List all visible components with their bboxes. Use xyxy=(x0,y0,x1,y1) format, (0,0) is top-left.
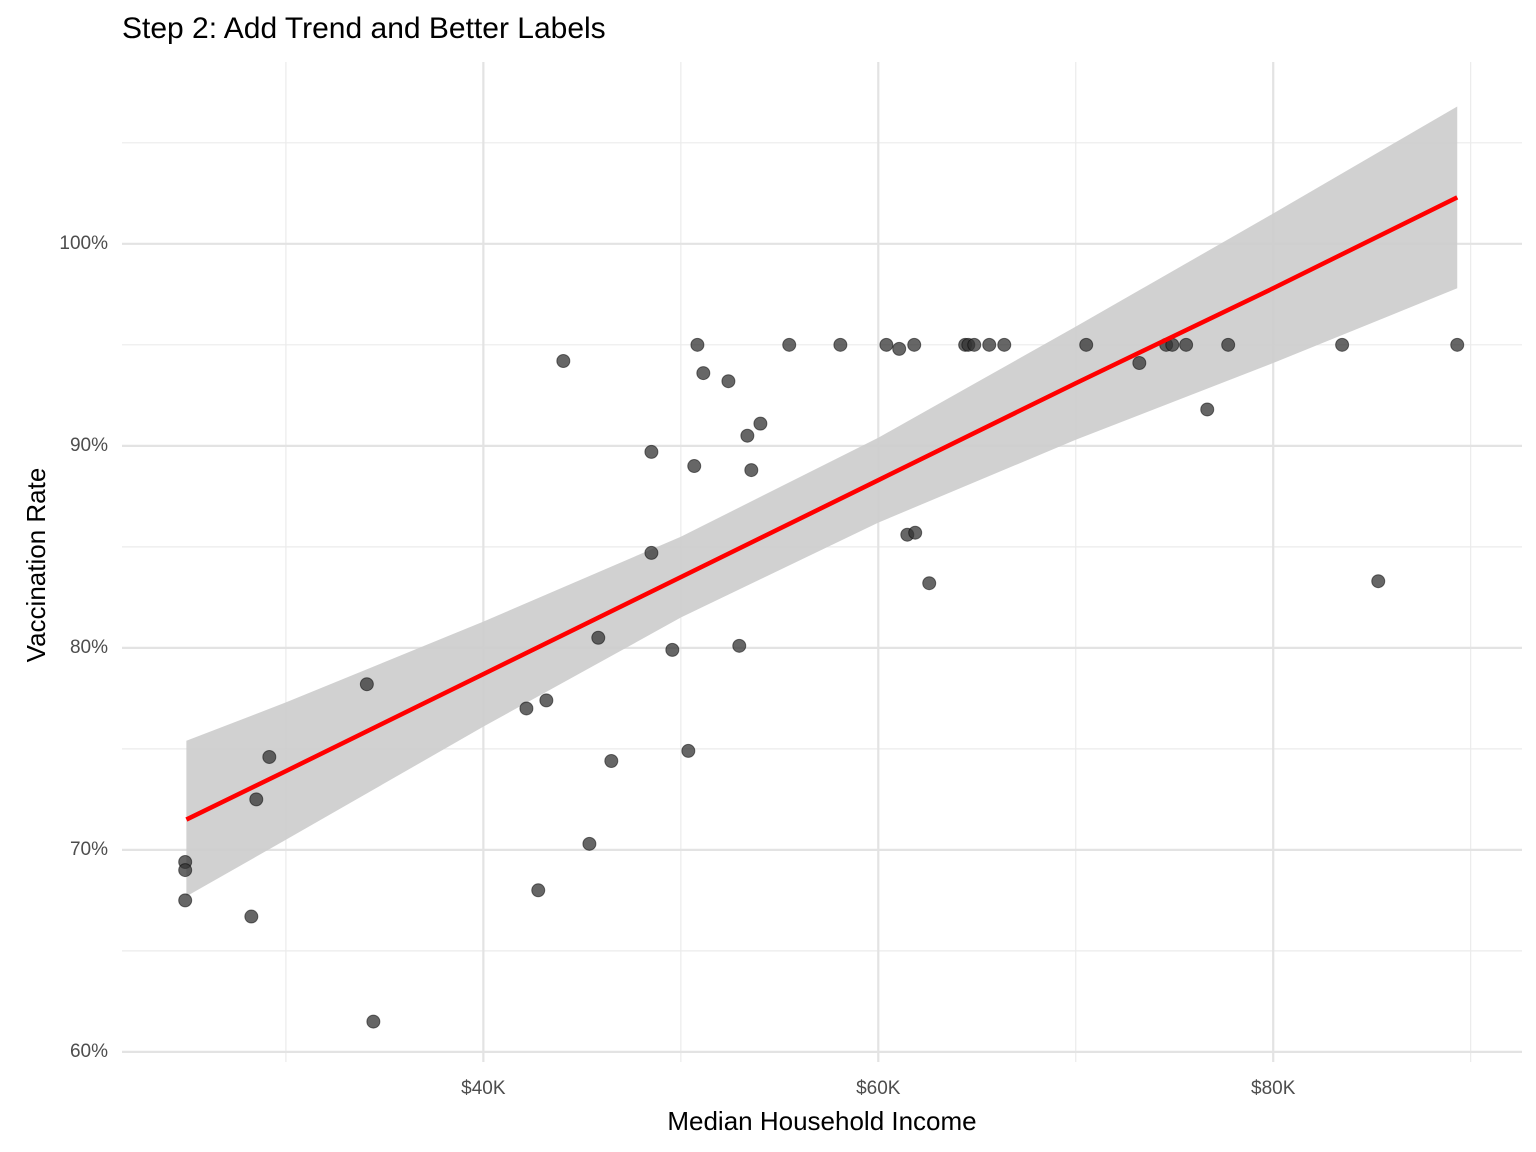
y-axis-title: Vaccination Rate xyxy=(21,468,51,663)
marks xyxy=(178,106,1465,1029)
point xyxy=(519,701,534,716)
point xyxy=(997,337,1012,352)
point xyxy=(1371,574,1386,589)
point xyxy=(531,883,546,898)
point xyxy=(665,642,680,657)
y-tick-label: 100% xyxy=(59,233,108,254)
point xyxy=(721,374,736,389)
point xyxy=(907,337,922,352)
point xyxy=(908,525,923,540)
point xyxy=(732,638,747,653)
point xyxy=(1132,356,1147,371)
point xyxy=(582,836,597,851)
point xyxy=(1079,337,1094,352)
x-tick-label: $40K xyxy=(461,1078,506,1099)
point xyxy=(681,743,696,758)
y-tick-label: 60% xyxy=(70,1041,108,1062)
x-tick-label: $80K xyxy=(1251,1078,1296,1099)
point xyxy=(696,366,711,381)
point xyxy=(178,893,193,908)
point xyxy=(740,428,755,443)
point xyxy=(249,792,264,807)
y-tick-label: 80% xyxy=(70,637,108,658)
point xyxy=(262,749,277,764)
point xyxy=(744,463,759,478)
point xyxy=(967,337,982,352)
point xyxy=(922,576,937,591)
point xyxy=(244,909,259,924)
point xyxy=(556,353,571,368)
point xyxy=(178,863,193,878)
point xyxy=(1450,337,1465,352)
point xyxy=(782,337,797,352)
point xyxy=(687,459,702,474)
point xyxy=(644,444,659,459)
point xyxy=(604,753,619,768)
point xyxy=(1179,337,1194,352)
point xyxy=(1335,337,1350,352)
point xyxy=(892,341,907,356)
trend-line xyxy=(185,195,1459,822)
point xyxy=(1221,337,1236,352)
point xyxy=(879,337,894,352)
y-tick-label: 70% xyxy=(70,839,108,860)
y-tick-label: 90% xyxy=(70,435,108,456)
point xyxy=(753,416,768,431)
confidence-band xyxy=(186,106,1458,897)
x-tick-label: $60K xyxy=(856,1078,901,1099)
point xyxy=(539,693,554,708)
point xyxy=(591,630,606,645)
chart-title: Step 2: Add Trend and Better Labels xyxy=(122,12,606,45)
point xyxy=(644,545,659,560)
point xyxy=(366,1014,381,1029)
point xyxy=(833,337,848,352)
point xyxy=(982,337,997,352)
x-axis-title: Median Household Income xyxy=(667,1106,976,1136)
point xyxy=(690,337,705,352)
point xyxy=(359,677,374,692)
point xyxy=(1200,402,1215,417)
